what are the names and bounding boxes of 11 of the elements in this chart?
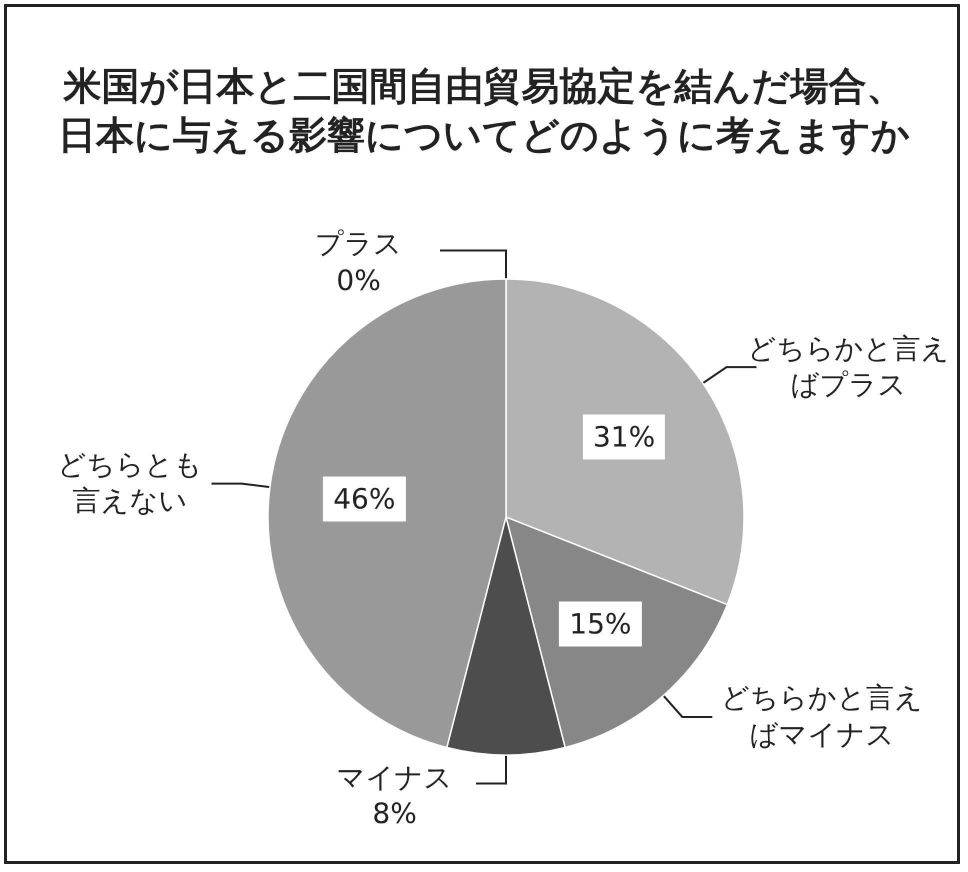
slice-label: どちらかと言えばマイナス — [720, 680, 924, 753]
chart-title: 米国が日本と二国間自由貿易協定を結んだ場合、日本に与える影響についてどのように考えますか — [57, 63, 911, 159]
slice-label: どちらかと言えばプラス — [746, 330, 951, 404]
text: 0% — [336, 264, 381, 297]
data-label: 8% — [371, 796, 418, 832]
slice-label: マイナス — [336, 760, 454, 796]
data-label: 46% — [323, 476, 406, 522]
data-label: 31% — [582, 414, 666, 460]
slice-label: どちらとも言えない — [56, 447, 204, 520]
data-label: 15% — [559, 602, 642, 647]
category-label: プラス — [315, 227, 402, 260]
